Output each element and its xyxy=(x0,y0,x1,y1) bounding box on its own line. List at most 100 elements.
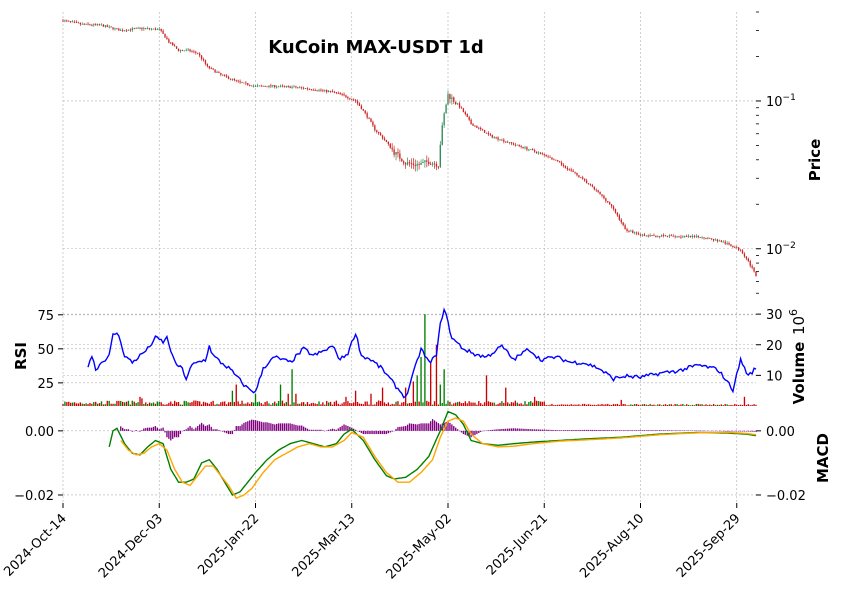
macd-histogram-bar xyxy=(659,430,661,431)
candle-body xyxy=(560,162,563,165)
macd-histogram-bar xyxy=(208,424,210,431)
volume-bar xyxy=(497,403,499,406)
macd-histogram-bar xyxy=(668,430,671,431)
macd-histogram-bar xyxy=(204,426,207,431)
volume-bar xyxy=(736,404,738,406)
macd-histogram-bar xyxy=(630,430,632,431)
macd-histogram-bar xyxy=(447,421,449,431)
volume-bar xyxy=(89,402,91,406)
volume-bar xyxy=(512,402,515,406)
macd-histogram-bar xyxy=(168,430,170,439)
macd-histogram-bar xyxy=(543,429,545,431)
candle-body xyxy=(118,28,120,31)
volume-bar xyxy=(127,400,130,406)
macd-histogram-bar xyxy=(123,429,126,431)
macd-histogram-bar xyxy=(175,430,178,438)
candle-body xyxy=(451,97,453,100)
volume-bar xyxy=(356,401,359,406)
macd-histogram-bar xyxy=(150,427,153,431)
macd-histogram-bar xyxy=(634,430,636,431)
candle-body xyxy=(641,234,644,236)
macd-histogram-bar xyxy=(574,430,576,431)
macd-histogram-bar xyxy=(416,424,418,431)
macd-histogram-bar xyxy=(503,428,505,431)
volume-bar xyxy=(612,404,615,406)
macd-histogram-bar xyxy=(420,423,422,431)
volume-bar xyxy=(645,404,647,406)
candle-body xyxy=(720,240,723,242)
candle-body xyxy=(329,91,332,92)
volume-bar xyxy=(247,402,249,406)
x-tick-label: 2025-Jun-21 xyxy=(484,511,551,578)
candle-body xyxy=(678,236,680,238)
candle-body xyxy=(541,153,543,155)
candle-body xyxy=(520,146,522,147)
volume-bar xyxy=(137,402,139,406)
candle-body xyxy=(158,28,160,30)
candle-body xyxy=(127,29,130,31)
candle-body xyxy=(331,91,334,92)
volume-bar xyxy=(347,401,349,406)
macd-histogram-bar xyxy=(522,428,524,431)
macd-histogram-bar xyxy=(135,430,137,431)
macd-histogram-bar xyxy=(193,429,195,431)
volume-bar xyxy=(102,404,105,406)
volume-bar xyxy=(297,403,299,406)
candle-body xyxy=(601,194,603,196)
volume-bar xyxy=(470,402,472,406)
candle-body xyxy=(256,85,259,87)
volume-bar xyxy=(129,404,132,406)
macd-histogram-bar xyxy=(560,430,563,431)
macd-histogram-bar xyxy=(520,428,522,431)
candle-body xyxy=(120,30,122,32)
volume-bar xyxy=(666,404,669,406)
volume-bar xyxy=(714,405,717,406)
volume-bar xyxy=(572,404,574,406)
volume-bar xyxy=(522,404,524,406)
candle-body xyxy=(333,91,336,93)
candle-body xyxy=(622,222,624,226)
candle-body xyxy=(470,119,472,125)
volume-bar xyxy=(560,404,563,406)
volume-unit-base: 10 xyxy=(790,316,808,335)
macd-right-tick-label: −0.02 xyxy=(766,489,806,504)
macd-histogram-bar xyxy=(306,428,309,431)
candle-body xyxy=(199,53,201,56)
candle-body xyxy=(695,235,697,237)
macd-histogram-bar xyxy=(262,422,264,431)
volume-bar xyxy=(670,404,672,406)
macd-histogram-bar xyxy=(464,430,466,435)
macd-histogram-bar xyxy=(177,430,180,438)
candle-body xyxy=(125,30,128,32)
volume-bar xyxy=(187,402,189,406)
volume-bar xyxy=(549,404,551,406)
macd-histogram-bar xyxy=(610,430,613,431)
macd-histogram-bar xyxy=(285,423,287,431)
x-tick-label: 2024-Oct-14 xyxy=(1,511,69,579)
macd-histogram-bar xyxy=(587,429,590,431)
volume-bar xyxy=(557,404,559,406)
candle-body xyxy=(732,246,734,248)
candle-body xyxy=(447,94,449,105)
macd-histogram-bar xyxy=(535,429,538,431)
x-tick-label: 2025-Sep-29 xyxy=(674,511,744,581)
candle-body xyxy=(612,206,615,209)
volume-bar xyxy=(183,400,185,406)
macd-histogram-bar xyxy=(451,424,453,431)
volume-bar xyxy=(576,404,578,406)
volume-bar xyxy=(551,403,553,406)
volume-bar xyxy=(168,402,170,406)
volume-bar xyxy=(730,404,732,406)
volume-bar xyxy=(406,403,409,406)
candle-body xyxy=(222,74,224,76)
candle-body xyxy=(564,166,567,168)
candle-body xyxy=(680,236,682,238)
candle-body xyxy=(316,90,318,92)
volume-bar xyxy=(643,404,646,406)
volume-bar xyxy=(133,401,135,406)
candle-body xyxy=(108,26,110,28)
volume-bar xyxy=(387,402,389,406)
candle-body xyxy=(297,87,299,89)
volume-bar xyxy=(441,402,443,406)
volume-bar xyxy=(197,400,199,406)
